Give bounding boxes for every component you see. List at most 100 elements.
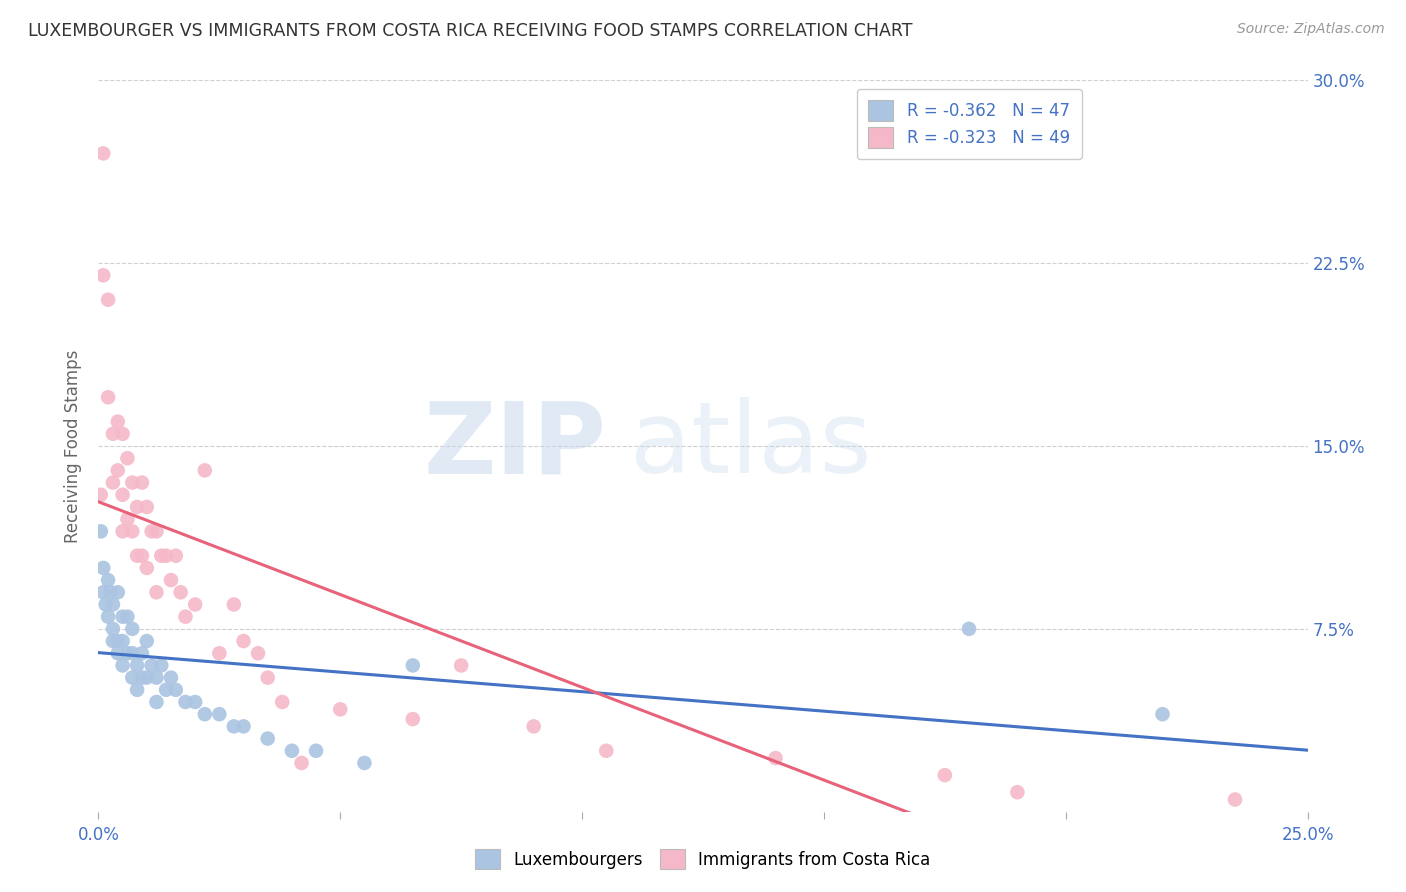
Point <box>523 719 546 733</box>
Point <box>111 488 134 502</box>
Point <box>145 695 167 709</box>
Point <box>91 268 114 283</box>
Point <box>97 609 120 624</box>
Point <box>107 415 129 429</box>
Point <box>222 719 245 733</box>
Point <box>111 658 134 673</box>
Legend: Luxembourgers, Immigrants from Costa Rica: Luxembourgers, Immigrants from Costa Ric… <box>465 838 941 880</box>
Point <box>97 573 120 587</box>
Point <box>91 146 114 161</box>
Point <box>957 622 980 636</box>
Point <box>155 682 177 697</box>
Point <box>107 634 129 648</box>
Point <box>160 573 183 587</box>
Point <box>111 524 134 539</box>
Point <box>1007 785 1029 799</box>
Point <box>97 293 120 307</box>
Point <box>165 549 187 563</box>
Point <box>174 695 197 709</box>
Point <box>91 561 114 575</box>
Point <box>121 475 143 490</box>
Point <box>90 524 112 539</box>
Point <box>117 646 139 660</box>
Point <box>194 707 217 722</box>
Text: Source: ZipAtlas.com: Source: ZipAtlas.com <box>1237 22 1385 37</box>
Point <box>145 585 167 599</box>
Point <box>127 658 149 673</box>
Point <box>281 744 304 758</box>
Point <box>184 598 207 612</box>
Point <box>402 712 425 726</box>
Point <box>127 682 149 697</box>
Point <box>101 426 124 441</box>
Point <box>94 598 117 612</box>
Point <box>1152 707 1174 722</box>
Point <box>101 622 124 636</box>
Point <box>101 634 124 648</box>
Point <box>97 390 120 404</box>
Point <box>111 426 134 441</box>
Point <box>232 719 254 733</box>
Point <box>111 634 134 648</box>
Point <box>121 622 143 636</box>
Point <box>107 463 129 477</box>
Y-axis label: Receiving Food Stamps: Receiving Food Stamps <box>65 350 83 542</box>
Legend: R = -0.362   N = 47, R = -0.323   N = 49: R = -0.362 N = 47, R = -0.323 N = 49 <box>856 88 1081 160</box>
Point <box>256 671 278 685</box>
Point <box>107 646 129 660</box>
Point <box>450 658 472 673</box>
Point <box>222 598 245 612</box>
Point <box>174 609 197 624</box>
Point <box>121 671 143 685</box>
Point <box>131 475 153 490</box>
Point <box>135 671 157 685</box>
Point <box>402 658 425 673</box>
Point <box>135 561 157 575</box>
Point <box>155 549 177 563</box>
Point <box>117 451 139 466</box>
Point <box>150 549 173 563</box>
Point <box>194 463 217 477</box>
Point <box>131 671 153 685</box>
Text: ZIP: ZIP <box>423 398 606 494</box>
Point <box>150 658 173 673</box>
Point <box>169 585 191 599</box>
Point <box>934 768 956 782</box>
Point <box>127 549 149 563</box>
Point <box>160 671 183 685</box>
Point <box>107 585 129 599</box>
Point <box>90 488 112 502</box>
Point <box>135 634 157 648</box>
Point <box>145 524 167 539</box>
Point <box>121 646 143 660</box>
Text: atlas: atlas <box>630 398 872 494</box>
Point <box>165 682 187 697</box>
Point <box>91 585 114 599</box>
Point <box>256 731 278 746</box>
Point <box>135 500 157 514</box>
Point <box>329 702 352 716</box>
Point <box>111 609 134 624</box>
Point <box>117 609 139 624</box>
Point <box>765 751 787 765</box>
Point <box>1223 792 1246 806</box>
Point <box>141 658 163 673</box>
Point <box>131 646 153 660</box>
Point <box>232 634 254 648</box>
Point <box>127 500 149 514</box>
Point <box>353 756 375 770</box>
Point <box>121 524 143 539</box>
Point <box>290 756 312 770</box>
Point <box>208 646 231 660</box>
Point <box>117 512 139 526</box>
Point <box>131 549 153 563</box>
Point <box>141 524 163 539</box>
Point <box>101 475 124 490</box>
Point <box>101 598 124 612</box>
Point <box>100 585 122 599</box>
Point <box>305 744 328 758</box>
Point <box>145 671 167 685</box>
Point <box>208 707 231 722</box>
Point <box>595 744 617 758</box>
Point <box>184 695 207 709</box>
